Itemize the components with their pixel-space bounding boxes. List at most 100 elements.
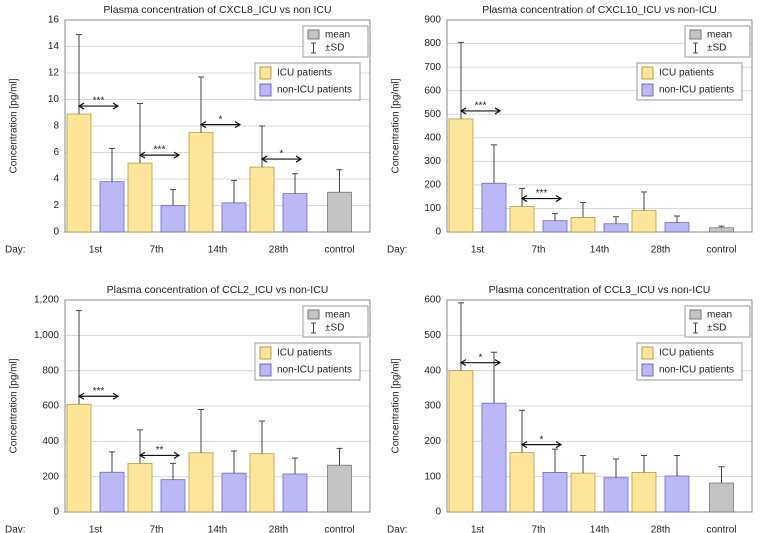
significance-arrow <box>199 121 242 129</box>
error-bar <box>231 179 237 203</box>
chart-title: Plasma concentration of CXCL8_ICU vs non… <box>103 4 331 16</box>
significance-arrow <box>520 441 563 449</box>
plot-frame <box>446 19 753 233</box>
legend-label: mean <box>707 310 732 321</box>
error-bar <box>552 213 558 221</box>
significance-label: ** <box>156 445 164 456</box>
error-bar <box>613 458 619 478</box>
y-tick-label: 0 <box>435 227 441 238</box>
bar <box>188 452 214 513</box>
y-tick-label: 800 <box>42 365 59 376</box>
legend-swatch <box>641 83 654 97</box>
significance-label: * <box>219 114 223 125</box>
significance-arrow <box>459 359 502 367</box>
y-tick-label: 2 <box>53 200 59 211</box>
x-tick-label: control <box>706 525 736 533</box>
error-bar <box>519 187 525 207</box>
x-tick-label: control <box>324 525 354 533</box>
error-bar <box>292 173 298 194</box>
plot-frame <box>64 299 371 513</box>
bar <box>509 452 535 513</box>
error-bar <box>718 466 725 484</box>
y-tick-label: 100 <box>424 471 441 482</box>
legend-swatch <box>307 309 320 320</box>
chart-title: Plasma concentration of CCL3_ICU vs non-… <box>489 284 711 296</box>
bar <box>188 132 214 233</box>
y-tick-label: 300 <box>424 401 441 412</box>
legend-label: ±SD <box>707 43 726 54</box>
error-bar <box>198 76 204 133</box>
y-tick-label: 100 <box>424 203 441 214</box>
bar <box>221 202 247 233</box>
y-tick-label: 200 <box>424 180 441 191</box>
significance-arrow <box>138 151 181 159</box>
legend-box <box>636 342 743 381</box>
legend-label: ±SD <box>325 323 344 334</box>
legend-swatch <box>259 363 272 377</box>
bar <box>603 477 629 513</box>
error-bar <box>491 144 497 184</box>
bar <box>603 223 629 233</box>
significance-label: *** <box>475 101 487 112</box>
error-bar <box>718 225 725 228</box>
error-bar <box>231 450 237 474</box>
error-bar <box>109 451 115 473</box>
x-tick-label: 1st <box>471 245 485 256</box>
error-bar <box>613 216 619 224</box>
y-tick-label: 400 <box>424 365 441 376</box>
x-tick-label: control <box>324 245 354 256</box>
legend-error-glyph <box>311 42 316 54</box>
legend-label: ±SD <box>707 323 726 334</box>
bar <box>509 206 535 233</box>
error-bar <box>641 191 647 211</box>
x-tick-label: 1st <box>471 525 485 533</box>
x-tick-label: 14th <box>590 525 609 533</box>
legend-swatch <box>689 29 702 40</box>
error-bar <box>170 462 176 480</box>
plot-frame <box>446 299 753 513</box>
y-tick-label: 16 <box>48 15 60 26</box>
bar <box>327 464 352 513</box>
legend-box <box>636 62 743 101</box>
bar <box>631 209 657 233</box>
error-bar <box>259 125 265 168</box>
bar <box>664 222 690 233</box>
bar <box>160 205 186 233</box>
bar <box>282 473 308 513</box>
legend-error-glyph <box>693 322 698 334</box>
y-tick-label: 8 <box>53 121 59 132</box>
legend-label: mean <box>325 30 350 41</box>
bar <box>127 463 153 513</box>
x-tick-label: 14th <box>208 245 227 256</box>
x-axis-label: Day: <box>387 245 408 256</box>
bar <box>709 227 734 233</box>
bar <box>570 216 596 233</box>
bar <box>160 479 186 513</box>
y-axis-label: Concentration [pg/ml] <box>391 358 402 453</box>
legend-label: mean <box>325 310 350 321</box>
significance-arrow <box>138 451 181 459</box>
x-tick-label: 28th <box>651 525 670 533</box>
significance-label: *** <box>93 96 105 107</box>
x-tick-label: 28th <box>269 525 288 533</box>
legend-box <box>254 342 361 381</box>
bar <box>66 403 92 513</box>
y-tick-label: 14 <box>48 41 60 52</box>
y-tick-label: 200 <box>424 436 441 447</box>
x-tick-label: 7th <box>150 245 164 256</box>
x-tick-label: 28th <box>651 245 670 256</box>
x-tick-label: 7th <box>532 245 546 256</box>
legend-label: ICU patients <box>659 68 714 79</box>
x-tick-label: 1st <box>89 245 103 256</box>
y-tick-label: 300 <box>424 156 441 167</box>
bar <box>542 220 568 233</box>
bar <box>481 182 507 233</box>
bar <box>249 166 275 233</box>
legend-swatch <box>641 66 654 80</box>
significance-label: * <box>540 434 544 445</box>
legend-label: mean <box>707 30 732 41</box>
bar <box>99 181 125 233</box>
y-tick-label: 400 <box>424 132 441 143</box>
error-bar <box>259 420 265 454</box>
bar <box>448 370 474 513</box>
